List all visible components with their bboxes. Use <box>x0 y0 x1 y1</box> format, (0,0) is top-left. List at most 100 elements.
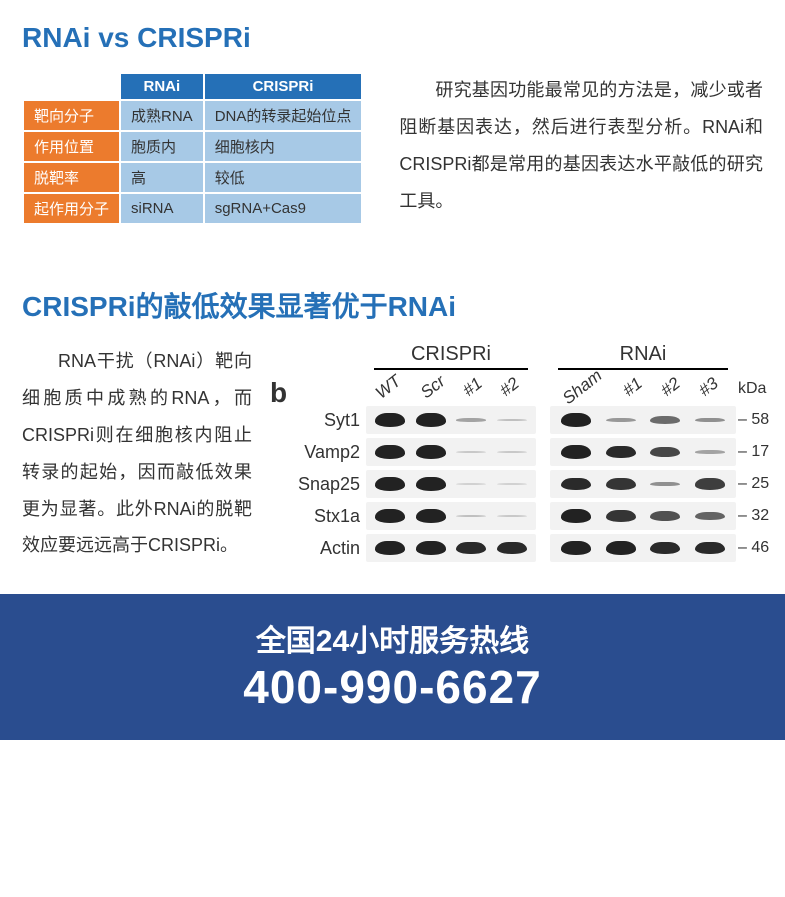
wb-band <box>497 542 527 555</box>
wb-band <box>650 511 680 521</box>
section2-heading: CRISPRi的敲低效果显著优于RNAi <box>22 285 763 325</box>
table-cell: 细胞核内 <box>205 132 362 161</box>
wb-band-row <box>550 502 736 530</box>
wb-band <box>416 541 446 554</box>
wb-band <box>650 447 680 458</box>
wb-size-label: 25 <box>736 475 776 493</box>
wb-lane-label: #2 <box>496 374 523 401</box>
wb-row-label: Actin <box>292 538 366 559</box>
panel-letter: b <box>270 377 287 409</box>
section2-row: RNA干扰（RNAi）靶向细胞质中成熟的RNA，而CRISPRi则在细胞核内阻止… <box>22 343 763 564</box>
wb-band-row <box>550 406 736 434</box>
wb-band <box>695 512 725 520</box>
table-rowhead: 靶向分子 <box>24 101 119 130</box>
wb-size-label: 46 <box>736 539 776 557</box>
wb-lane-label: #1 <box>619 374 646 401</box>
wb-band <box>695 478 725 489</box>
table-cell: 成熟RNA <box>121 101 203 130</box>
western-blot-panel: b CRISPRi RNAi WT Scr #1 #2 Sham #1 #2 #3 kDa Syt1 5… <box>270 343 776 564</box>
wb-band <box>497 483 527 485</box>
hotline-number: 400-990-6627 <box>0 660 785 714</box>
section1-row: RNAi CRISPRi 靶向分子 成熟RNA DNA的转录起始位点 作用位置 … <box>22 72 763 225</box>
wb-lane-labels: WT Scr #1 #2 <box>366 374 536 404</box>
table-row: 起作用分子 siRNA sgRNA+Cas9 <box>24 194 361 223</box>
table-row: 脱靶率 高 较低 <box>24 163 361 192</box>
wb-lane-label: Scr <box>416 372 448 403</box>
wb-band-row <box>366 502 536 530</box>
wb-band <box>650 482 680 487</box>
wb-band <box>561 413 591 426</box>
wb-band <box>561 541 591 554</box>
wb-band <box>375 445 405 458</box>
wb-band <box>416 477 446 490</box>
wb-band <box>456 483 486 485</box>
wb-band <box>456 515 486 517</box>
wb-band-row <box>550 534 736 562</box>
wb-band <box>375 413 405 426</box>
wb-lane-label: #1 <box>459 374 486 401</box>
wb-band <box>606 510 636 522</box>
wb-band <box>375 509 405 522</box>
table-cell: sgRNA+Cas9 <box>205 194 362 223</box>
wb-band <box>456 542 486 555</box>
table-rowhead: 起作用分子 <box>24 194 119 223</box>
wb-lane-label: #2 <box>657 374 684 401</box>
wb-band-row <box>550 438 736 466</box>
table-corner <box>24 74 119 99</box>
section2-paragraph: RNA干扰（RNAi）靶向细胞质中成熟的RNA，而CRISPRi则在细胞核内阻止… <box>22 343 252 564</box>
table-row: 作用位置 胞质内 细胞核内 <box>24 132 361 161</box>
table-cell: DNA的转录起始位点 <box>205 101 362 130</box>
wb-band <box>606 446 636 459</box>
wb-row-label: Stx1a <box>292 506 366 527</box>
hotline-label: 全国24小时服务热线 <box>0 616 785 660</box>
table-cell: 高 <box>121 163 203 192</box>
wb-band-row <box>366 534 536 562</box>
table-colhead: RNAi <box>121 74 203 99</box>
wb-band <box>497 515 527 517</box>
wb-band-row <box>550 470 736 498</box>
wb-band <box>375 477 405 490</box>
wb-band-row <box>366 438 536 466</box>
wb-band-row <box>366 406 536 434</box>
wb-row-label: Vamp2 <box>292 442 366 463</box>
wb-band <box>497 451 527 453</box>
wb-band <box>695 450 725 454</box>
section1-heading: RNAi vs CRISPRi <box>22 22 763 54</box>
wb-kda-label: kDa <box>736 380 776 398</box>
hotline-footer: 全国24小时服务热线 400-990-6627 <box>0 594 785 740</box>
table-row: 靶向分子 成熟RNA DNA的转录起始位点 <box>24 101 361 130</box>
table-rowhead: 作用位置 <box>24 132 119 161</box>
wb-group-label: RNAi <box>558 343 728 370</box>
wb-band <box>497 419 527 421</box>
wb-lane-labels: Sham#1#2#3 <box>550 374 736 404</box>
wb-band <box>695 542 725 555</box>
wb-band <box>561 445 591 458</box>
wb-band <box>456 418 486 422</box>
wb-band <box>606 541 636 554</box>
wb-size-label: 32 <box>736 507 776 525</box>
wb-band <box>416 509 446 522</box>
wb-row-label: Snap25 <box>292 474 366 495</box>
wb-band <box>650 416 680 424</box>
wb-band <box>416 445 446 458</box>
wb-size-label: 17 <box>736 443 776 461</box>
table-cell: 胞质内 <box>121 132 203 161</box>
wb-group-label: CRISPRi <box>374 343 528 370</box>
wb-band <box>606 478 636 490</box>
section1-paragraph: 研究基因功能最常见的方法是，减少或者阻断基因表达，然后进行表型分析。RNAi和C… <box>399 72 763 220</box>
wb-band <box>561 509 591 522</box>
table-rowhead: 脱靶率 <box>24 163 119 192</box>
table-cell: 较低 <box>205 163 362 192</box>
wb-band <box>650 542 680 555</box>
table-colhead: CRISPRi <box>205 74 362 99</box>
table-cell: siRNA <box>121 194 203 223</box>
wb-band <box>375 541 405 554</box>
wb-lane-label: Sham <box>558 366 605 409</box>
wb-size-label: 58 <box>736 411 776 429</box>
wb-band <box>561 478 591 491</box>
wb-lane-label: #3 <box>696 374 723 401</box>
comparison-table: RNAi CRISPRi 靶向分子 成熟RNA DNA的转录起始位点 作用位置 … <box>22 72 363 225</box>
wb-band <box>695 418 725 423</box>
wb-lane-label: WT <box>372 371 405 403</box>
wb-row-label: Syt1 <box>292 410 366 431</box>
